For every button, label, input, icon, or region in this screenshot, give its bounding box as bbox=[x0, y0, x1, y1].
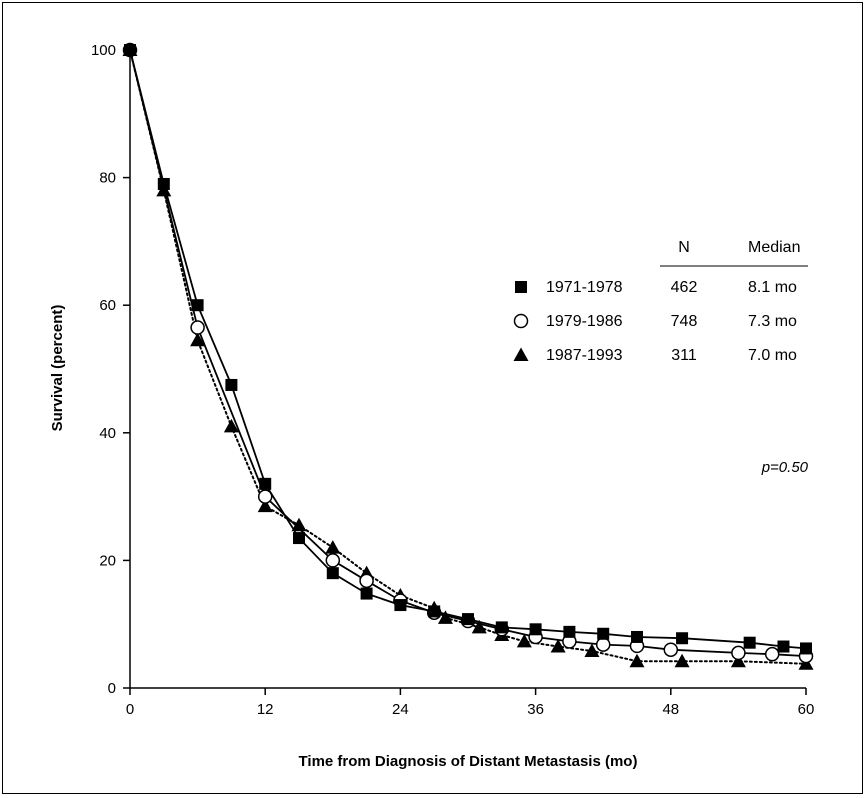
data-point bbox=[325, 540, 341, 554]
legend-series-n: 462 bbox=[671, 279, 698, 296]
series-line-1987-1993 bbox=[129, 49, 807, 665]
data-point bbox=[326, 567, 339, 580]
data-point bbox=[764, 646, 780, 662]
data-point bbox=[437, 610, 453, 624]
legend-entry: 1987-1993 311 7.0 mo bbox=[513, 347, 797, 364]
legend-marker bbox=[515, 281, 527, 293]
data-point bbox=[191, 299, 204, 312]
x-tick-label: 48 bbox=[662, 701, 679, 718]
axes bbox=[129, 50, 806, 689]
y-tick-label: 40 bbox=[99, 425, 116, 442]
y-ticks: 0 20 40 60 80 100 bbox=[91, 42, 130, 697]
data-point bbox=[471, 619, 487, 634]
legend-entry: 1971-1978 462 8.1 mo bbox=[515, 279, 797, 296]
data-point bbox=[359, 573, 374, 589]
data-point bbox=[190, 320, 205, 335]
data-point bbox=[190, 332, 206, 347]
y-tick-label: 80 bbox=[99, 170, 116, 187]
series-layer bbox=[122, 42, 814, 670]
legend-marker bbox=[513, 347, 529, 361]
legend-marker bbox=[513, 313, 529, 329]
data-point bbox=[563, 625, 576, 638]
data-point bbox=[394, 599, 407, 612]
legend-series-median: 7.3 mo bbox=[748, 313, 797, 330]
y-tick-label: 60 bbox=[99, 297, 116, 314]
x-tick-label: 24 bbox=[392, 701, 409, 718]
y-tick-label: 100 bbox=[91, 42, 116, 59]
legend-series-name: 1979-1986 bbox=[546, 313, 623, 330]
legend-header-n: N bbox=[678, 239, 690, 256]
data-point bbox=[495, 621, 508, 634]
legend-series-median: 7.0 mo bbox=[748, 347, 797, 364]
data-point bbox=[223, 418, 239, 433]
data-point bbox=[157, 177, 170, 190]
data-point bbox=[516, 633, 532, 648]
data-point bbox=[595, 637, 611, 652]
data-point bbox=[777, 640, 790, 653]
data-point bbox=[674, 653, 690, 668]
legend-series-n: 748 bbox=[671, 313, 698, 330]
data-point bbox=[529, 623, 542, 636]
x-axis-title: Time from Diagnosis of Distant Metastasi… bbox=[299, 753, 638, 770]
x-ticks: 0 12 24 36 48 60 bbox=[126, 688, 815, 718]
series-1971-1978 bbox=[124, 44, 812, 655]
legend-series-name: 1987-1993 bbox=[546, 347, 623, 364]
data-point bbox=[730, 653, 746, 668]
y-tick-label: 20 bbox=[99, 552, 116, 569]
data-point bbox=[257, 498, 273, 513]
data-point bbox=[743, 636, 756, 649]
data-point bbox=[124, 44, 136, 56]
legend: N Median 1971-1978 462 8.1 mo 1979-1986 748 7… bbox=[513, 239, 808, 364]
y-tick-label: 0 bbox=[108, 680, 116, 697]
data-point bbox=[259, 477, 272, 490]
data-point bbox=[360, 587, 373, 600]
legend-series-n: 311 bbox=[671, 347, 697, 364]
x-tick-label: 0 bbox=[126, 701, 134, 718]
data-point bbox=[731, 645, 746, 661]
series-line-1971-1978 bbox=[129, 49, 807, 650]
legend-entry: 1979-1986 748 7.3 mo bbox=[513, 313, 797, 330]
data-point bbox=[800, 642, 812, 655]
data-point bbox=[629, 653, 645, 668]
data-point bbox=[631, 630, 643, 643]
data-point bbox=[676, 632, 689, 645]
legend-series-name: 1971-1978 bbox=[546, 279, 623, 296]
data-point bbox=[550, 639, 566, 653]
data-point bbox=[225, 378, 238, 391]
data-point bbox=[293, 532, 305, 545]
series-1987-1993 bbox=[122, 42, 814, 670]
x-tick-label: 36 bbox=[527, 701, 544, 718]
data-point bbox=[257, 489, 273, 504]
data-point bbox=[462, 613, 474, 626]
data-point bbox=[325, 553, 341, 568]
x-tick-label: 12 bbox=[257, 701, 274, 718]
series-line-1979-1986 bbox=[129, 49, 807, 657]
data-point bbox=[584, 643, 600, 657]
data-point bbox=[291, 517, 307, 532]
series-1979-1986 bbox=[122, 42, 814, 664]
legend-series-median: 8.1 mo bbox=[748, 279, 797, 296]
data-point bbox=[663, 642, 679, 657]
x-tick-label: 60 bbox=[798, 701, 815, 718]
data-point bbox=[428, 605, 441, 618]
p-value-annotation: p=0.50 bbox=[761, 459, 809, 476]
y-axis-title: Survival (percent) bbox=[49, 305, 66, 432]
legend-header-median: Median bbox=[748, 239, 800, 256]
data-point bbox=[597, 627, 610, 640]
